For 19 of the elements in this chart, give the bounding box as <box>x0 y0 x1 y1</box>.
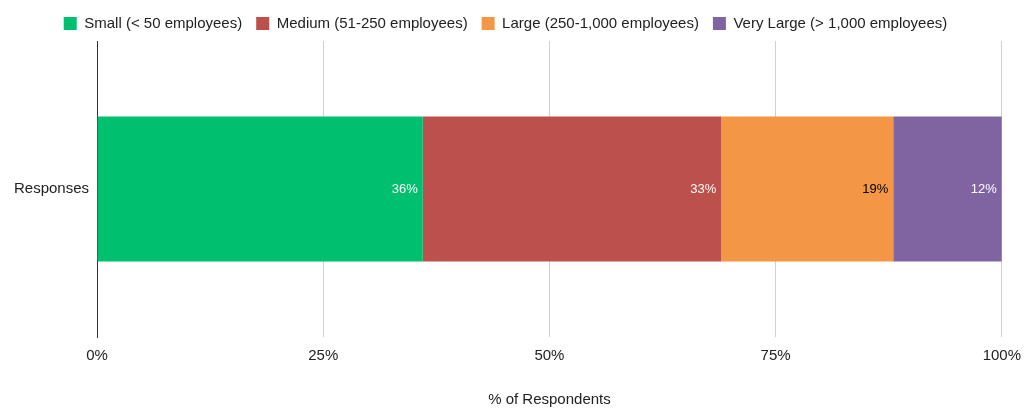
data-label: 33% <box>690 180 717 196</box>
x-axis-title: % of Respondents <box>488 390 611 408</box>
bar <box>893 116 1002 262</box>
legend-label: Very Large (> 1,000 employees) <box>733 13 948 31</box>
legend-label: Medium (51-250 employees) <box>276 13 468 31</box>
x-tick-label: 75% <box>760 346 791 364</box>
y-tick-label: Responses <box>14 179 90 197</box>
data-label: 36% <box>391 180 419 196</box>
bar <box>97 116 423 262</box>
legend-label: Large (250-1,000 employees) <box>502 13 699 31</box>
x-tick-label: 100% <box>982 346 1022 364</box>
x-tick-label: 50% <box>534 346 565 364</box>
legend-label: Small (< 50 employees) <box>84 13 243 31</box>
data-label: 12% <box>970 180 998 196</box>
x-tick-label: 25% <box>308 346 339 364</box>
data-label: 19% <box>862 180 889 196</box>
bar <box>721 116 894 262</box>
bar <box>422 116 722 262</box>
x-tick-label: 0% <box>86 346 108 364</box>
